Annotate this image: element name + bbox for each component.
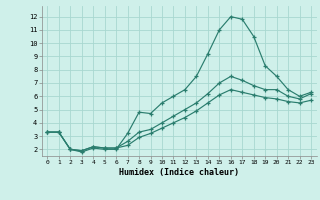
X-axis label: Humidex (Indice chaleur): Humidex (Indice chaleur) xyxy=(119,168,239,177)
